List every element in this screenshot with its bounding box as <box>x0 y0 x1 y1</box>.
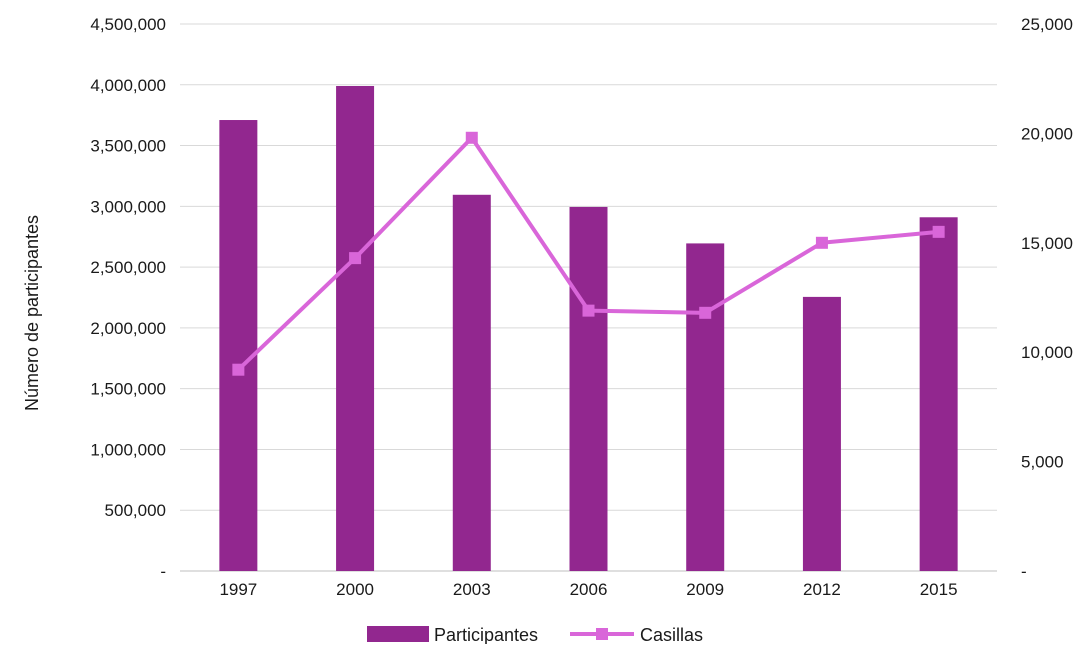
legend: Participantes Casillas <box>367 625 703 645</box>
right-tick-label: 15,000 <box>1021 234 1073 253</box>
line-series-casillas <box>232 131 945 376</box>
legend-label-casillas: Casillas <box>640 625 703 644</box>
left-tick-label: 3,000,000 <box>90 197 166 216</box>
bar-2009 <box>686 243 725 571</box>
line-point-2012 <box>815 236 828 249</box>
left-tick-label: - <box>160 562 166 581</box>
bar-2015 <box>919 217 958 572</box>
bar-2000 <box>336 85 375 571</box>
left-tick-label: 4,500,000 <box>90 15 166 34</box>
left-axis-ticks: - 500,000 1,000,000 1,500,000 2,000,000 2,500… <box>90 15 166 581</box>
legend-label-participantes: Participantes <box>434 625 538 644</box>
x-axis-ticks: 1997 2000 2003 2006 2009 2012 2015 <box>219 580 957 599</box>
left-tick-label: 500,000 <box>105 501 166 520</box>
legend-swatch-participantes <box>367 626 429 642</box>
bar-1997 <box>219 120 258 571</box>
right-tick-label: - <box>1021 562 1027 581</box>
line-point-2006 <box>582 304 595 317</box>
x-tick-label: 2003 <box>453 580 491 599</box>
y-axis-title: Número de participantes <box>22 215 42 411</box>
x-tick-label: 2006 <box>570 580 608 599</box>
x-tick-label: 2000 <box>336 580 374 599</box>
line-point-2000 <box>349 252 362 265</box>
left-tick-label: 1,000,000 <box>90 440 166 459</box>
left-tick-label: 4,000,000 <box>90 76 166 95</box>
bar-series-participantes <box>219 85 958 572</box>
right-tick-label: 5,000 <box>1021 453 1064 472</box>
right-tick-label: 20,000 <box>1021 124 1073 143</box>
bar-2003 <box>452 194 491 571</box>
line-point-2003 <box>465 131 478 144</box>
right-tick-label: 25,000 <box>1021 15 1073 34</box>
line-point-1997 <box>232 363 245 376</box>
left-tick-label: 1,500,000 <box>90 380 166 399</box>
bar-2006 <box>569 206 608 572</box>
left-tick-label: 2,000,000 <box>90 319 166 338</box>
x-tick-label: 2015 <box>920 580 958 599</box>
bar-2012 <box>802 296 841 571</box>
left-tick-label: 3,500,000 <box>90 137 166 156</box>
x-tick-label: 2012 <box>803 580 841 599</box>
line-point-2009 <box>699 306 712 319</box>
line-point-2015 <box>932 225 945 238</box>
x-tick-label: 2009 <box>686 580 724 599</box>
x-tick-label: 1997 <box>219 580 257 599</box>
legend-swatch-marker-casillas <box>596 628 608 640</box>
left-tick-label: 2,500,000 <box>90 258 166 277</box>
right-axis-ticks: - 5,000 10,000 15,000 20,000 25,000 <box>1021 15 1073 581</box>
right-tick-label: 10,000 <box>1021 343 1073 362</box>
